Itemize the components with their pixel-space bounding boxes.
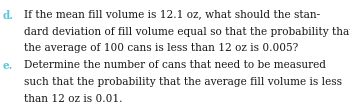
Text: e.: e. bbox=[3, 60, 13, 71]
Text: d.: d. bbox=[3, 10, 14, 21]
Text: If the mean fill volume is 12.1 oz, what should the stan-: If the mean fill volume is 12.1 oz, what… bbox=[24, 10, 320, 20]
Text: the average of 100 cans is less than 12 oz is 0.005?: the average of 100 cans is less than 12 … bbox=[24, 43, 298, 53]
Text: than 12 oz is 0.01.: than 12 oz is 0.01. bbox=[24, 94, 122, 104]
Text: dard deviation of fill volume equal so that the probability that: dard deviation of fill volume equal so t… bbox=[24, 27, 350, 36]
Text: such that the probability that the average fill volume is less: such that the probability that the avera… bbox=[24, 77, 342, 87]
Text: Determine the number of cans that need to be measured: Determine the number of cans that need t… bbox=[24, 60, 326, 70]
